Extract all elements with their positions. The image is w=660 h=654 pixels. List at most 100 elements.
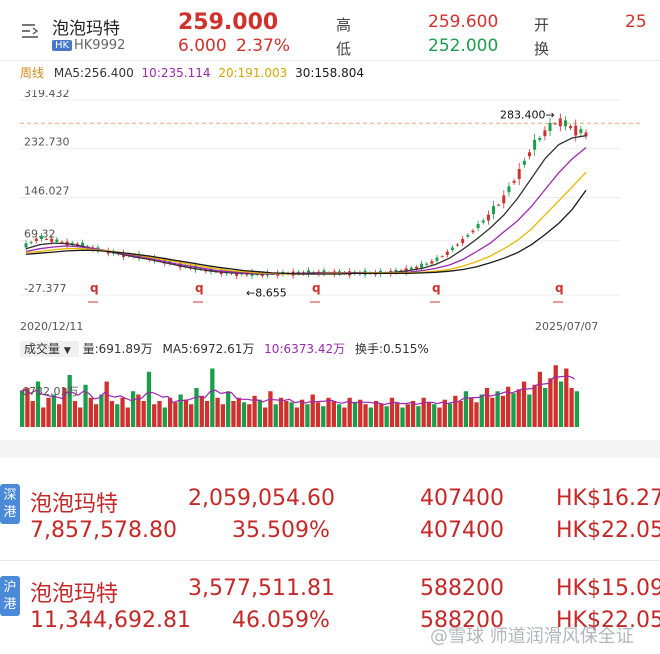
candle-body xyxy=(235,271,239,276)
current-price: 259.000 xyxy=(178,10,279,35)
volume-bar xyxy=(204,401,210,427)
x-label-end: 2025/07/07 xyxy=(535,320,598,333)
row2-value1: 3,577,511.81 xyxy=(188,576,335,601)
volume-bar xyxy=(321,406,326,427)
candle-body xyxy=(471,230,475,233)
volume-bar xyxy=(400,407,405,427)
volume-bar xyxy=(115,404,120,427)
candle-body xyxy=(522,160,526,165)
candle-body xyxy=(440,256,444,258)
volume-bar xyxy=(564,368,569,427)
stock-name: 泡泡玛特 xyxy=(52,19,120,39)
volume-bar xyxy=(120,397,125,427)
row1-name: 泡泡玛特 xyxy=(30,492,119,517)
row1-pct: 35.509% xyxy=(232,518,330,543)
turnover-label: 换 xyxy=(534,40,550,58)
volume-bar xyxy=(268,391,273,427)
candle-body xyxy=(492,206,496,215)
candle-body xyxy=(70,242,74,245)
volume-bar xyxy=(162,407,167,427)
q-marker: q xyxy=(432,281,441,295)
price-change: 6.000 xyxy=(178,36,227,56)
row1-value1: 2,059,054.60 xyxy=(188,486,335,511)
low-label: 低 xyxy=(336,40,352,58)
volume-bar xyxy=(247,404,252,427)
volume-y-tick: 6732.01万 xyxy=(22,385,79,398)
price-chart[interactable]: 319.432 232.730 146.027 69.32 -27.377 283.400… xyxy=(0,90,660,335)
volume-bar xyxy=(78,407,83,427)
volume-bar xyxy=(305,404,310,427)
volume-bar xyxy=(453,395,458,427)
volume-bar xyxy=(152,404,157,427)
volume-bar xyxy=(500,395,506,427)
holdings-table: 深港 泡泡玛特 2,059,054.60 407400 HK$16.27 7,8… xyxy=(0,460,660,654)
volume-bar xyxy=(25,388,30,427)
volume-bar xyxy=(189,404,194,427)
volume-bar xyxy=(20,391,25,427)
volume-bar xyxy=(368,407,373,427)
ma20-value: 20:191.003 xyxy=(218,66,288,80)
volume-header: 成交量 ▼ 量:691.89万 MA5:6972.61万 10:6373.42万… xyxy=(20,340,429,357)
volume-bar xyxy=(178,394,183,427)
volume-bar xyxy=(173,402,178,427)
volume-ma-line xyxy=(19,375,575,406)
market-tag: HK xyxy=(52,40,73,51)
volume-bar xyxy=(331,401,336,427)
menu-icon[interactable] xyxy=(20,20,40,42)
volume-bar xyxy=(352,402,358,427)
volume-bar xyxy=(373,401,379,427)
volume-bar xyxy=(410,401,416,427)
ma10-value: 10:235.114 xyxy=(141,66,211,80)
candle-body xyxy=(430,261,434,264)
q-marker: q xyxy=(195,281,204,295)
volume-bar xyxy=(495,391,500,427)
volume-bar xyxy=(437,407,442,427)
candle-body xyxy=(486,214,490,221)
candle-body xyxy=(527,152,531,157)
candle-body xyxy=(409,267,413,270)
volume-bar xyxy=(537,371,543,427)
candle-body xyxy=(414,266,418,269)
candle-body xyxy=(75,243,79,246)
y-tick-label: 69.32 xyxy=(24,228,56,241)
volume-bar xyxy=(72,401,78,427)
volume-selector[interactable]: 成交量 ▼ xyxy=(20,341,79,357)
volume-bar xyxy=(241,402,247,427)
q-marker: q xyxy=(90,281,99,295)
volume-bar xyxy=(199,395,204,427)
row2-price1: HK$15.09 xyxy=(556,576,660,601)
candle-body xyxy=(461,239,465,244)
candle-body xyxy=(476,224,480,229)
volume-bar xyxy=(527,394,532,427)
volume-bar xyxy=(326,397,331,427)
row2-shares1: 588200 xyxy=(420,576,504,601)
volume-bar xyxy=(146,371,152,427)
volume-bar xyxy=(458,401,463,427)
volume-bar xyxy=(310,394,315,427)
volume-bar xyxy=(574,391,579,427)
volume-bar xyxy=(93,404,99,427)
candle-body xyxy=(50,238,54,242)
row1-value2: 7,857,578.80 xyxy=(30,518,177,543)
candle-body xyxy=(435,257,439,261)
y-tick-label: 319.432 xyxy=(24,90,70,100)
volume-bar xyxy=(395,402,400,427)
volume-bar xyxy=(553,365,558,427)
volume-value: 量:691.89万 xyxy=(82,342,153,356)
open-value: 25 xyxy=(625,12,647,32)
high-value: 259.600 xyxy=(428,12,499,32)
volume-bar xyxy=(358,399,363,427)
y-tick-label: 232.730 xyxy=(24,136,70,149)
row2-name: 泡泡玛特 xyxy=(30,582,119,607)
open-label: 开 xyxy=(534,16,550,34)
volume-bar xyxy=(157,401,162,427)
ma5-line xyxy=(25,135,587,275)
volume-chart[interactable] xyxy=(0,355,660,430)
candle-body xyxy=(450,247,454,250)
candle-body xyxy=(39,235,43,240)
period-label[interactable]: 周线 xyxy=(20,66,45,80)
volume-bar xyxy=(379,403,384,427)
y-tick-label: 146.027 xyxy=(24,185,70,198)
volume-bar xyxy=(506,386,511,427)
volume-bar xyxy=(511,393,516,427)
